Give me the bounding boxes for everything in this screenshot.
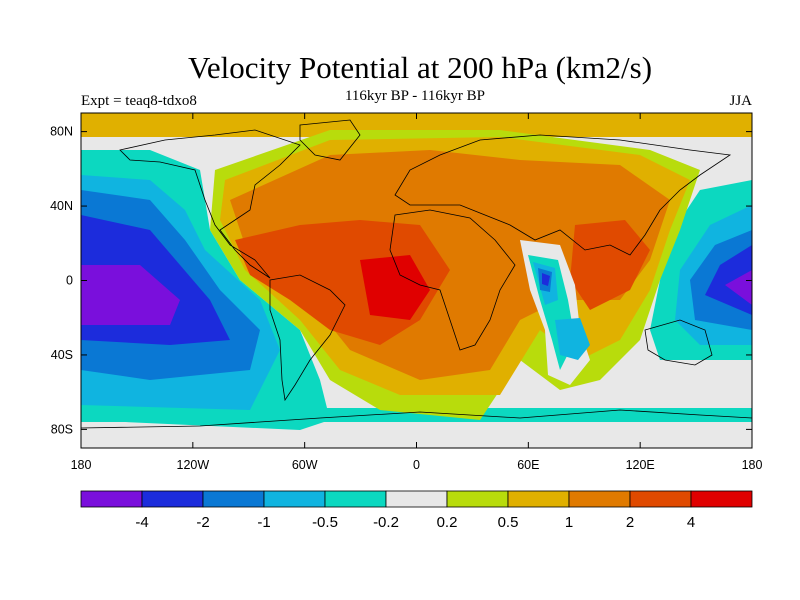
colorbar-swatch [568,490,631,508]
colorbar-label: 1 [565,514,573,531]
lon-tick-label: 180 [742,458,763,472]
lon-tick-label: 60W [292,458,318,472]
colorbar-swatch [202,490,265,508]
lat-tick-label: 40S [51,348,73,362]
lon-tick-label: 180 [71,458,92,472]
chart-subtitle: 116kyr BP - 116kyr BP [344,88,486,104]
lon-tick-label: 60E [517,458,539,472]
colorbar-label: -4 [135,514,148,531]
velocity-potential-field [81,113,752,448]
coast-south-america [269,274,346,402]
season-label: JJA [729,93,752,109]
coast-north-america [119,129,301,279]
field-wpac-min [725,270,752,305]
colorbar-swatch [446,490,509,508]
longitude-axis: 180 120W 60W 0 60E 120E 180 [71,113,763,472]
field-wpac-band4 [705,245,752,315]
colorbar-swatch [324,490,387,508]
field-positive-max [360,255,430,320]
field-indian-south [555,318,590,360]
colorbar-swatch [263,490,326,508]
coastlines [81,119,752,429]
lat-tick-label: 0 [66,274,73,288]
coast-africa [389,209,516,351]
colorbar-swatch [507,490,570,508]
colorbar-label: 4 [687,514,695,531]
colorbar-label: -2 [196,514,209,531]
field-positive-band4-asia [570,220,650,310]
lat-tick-label: 80N [50,125,73,139]
coast-eurasia [394,134,732,256]
colorbar-label: 0.2 [437,514,458,531]
colorbar-label: 2 [626,514,634,531]
chart-title: Velocity Potential at 200 hPa (km2/s) [187,50,653,85]
field-indian-min [542,273,550,286]
coast-antarctica [81,409,752,429]
colorbar-swatch [80,490,143,508]
colorbar-label: -0.5 [312,514,338,531]
colorbar: -4 -2 -1 -0.5 -0.2 0.2 0.5 1 2 4 [80,490,753,531]
latitude-axis: 80N 40N 0 40S 80S [50,125,752,436]
field-pacific-min [81,265,180,325]
colorbar-swatch [629,490,692,508]
lon-tick-label: 120E [626,458,655,472]
coast-greenland [299,119,361,161]
colorbar-swatch [141,490,204,508]
colorbar-label: 0.5 [498,514,519,531]
colorbar-swatch [385,490,448,508]
lon-tick-label: 0 [413,458,420,472]
coast-australia [644,319,713,366]
lat-tick-label: 40N [50,199,73,213]
colorbar-swatch [690,490,753,508]
colorbar-label: -1 [257,514,270,531]
lat-tick-label: 80S [51,422,73,436]
lon-tick-label: 120W [177,458,210,472]
experiment-label: Expt = teaq8-tdxo8 [81,93,197,109]
colorbar-label: -0.2 [373,514,399,531]
